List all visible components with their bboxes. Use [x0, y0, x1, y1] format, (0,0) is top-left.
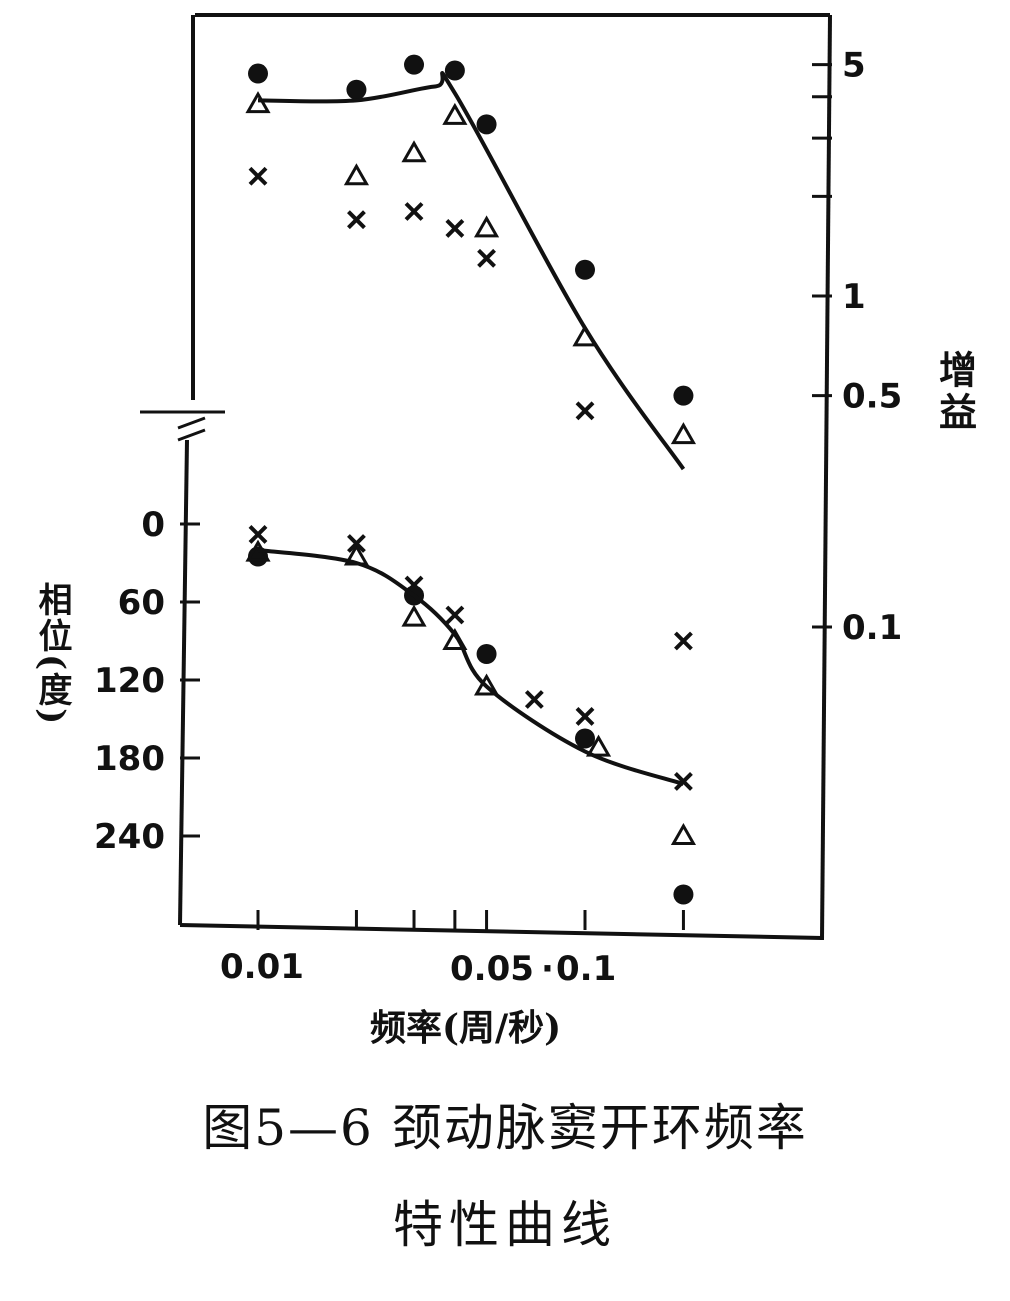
data-point-dot: [575, 728, 595, 749]
data-point-triangle: [670, 422, 697, 445]
data-point-dot: [404, 54, 425, 75]
data-point-triangle: [585, 734, 612, 757]
x-tick-label-0.1: 0.1: [556, 949, 616, 989]
figure-caption-subtitle: 特性曲线: [393, 1196, 617, 1254]
phase-axis-title: 相位(度): [32, 582, 72, 726]
data-point-cross: [404, 202, 424, 221]
gain-axis-ticks: 5 1 0.5 0.1: [812, 46, 902, 648]
data-point-dot: [248, 63, 268, 84]
gain-tick-label: 5: [842, 46, 866, 86]
x-tick-label-0.05: 0.05: [450, 949, 534, 989]
frame-right: [820, 14, 832, 941]
x-axis-title: 频率(周/秒): [370, 1007, 561, 1049]
phase-tick-label: 60: [118, 583, 165, 623]
data-point-triangle: [442, 102, 468, 125]
data-point-dot: [346, 79, 367, 100]
data-point-dot: [476, 114, 497, 135]
fitted-curve: [257, 548, 685, 786]
data-point-dot: [444, 60, 465, 81]
data-point-cross: [477, 248, 496, 268]
frame-left-lower: [178, 439, 189, 926]
phase-tick-label: 120: [94, 661, 165, 701]
data-point-cross: [347, 534, 366, 553]
data-point-cross: [674, 631, 693, 651]
data-point-cross: [674, 771, 693, 791]
data-point-cross: [524, 690, 544, 709]
data-point-cross: [248, 524, 268, 544]
data-point-dot: [575, 259, 595, 280]
data-point-dot: [673, 884, 694, 905]
frame-bottom: [179, 923, 823, 940]
axis-break-mark: [140, 410, 225, 442]
data-point-cross: [445, 219, 465, 238]
data-point-dot: [673, 385, 694, 406]
data-point-triangle: [245, 91, 271, 114]
data-point-cross: [575, 401, 595, 421]
gain-tick-label: 0.5: [842, 377, 902, 417]
data-point-triangle: [670, 822, 697, 845]
gain-tick-label: 0.1: [842, 608, 902, 648]
data-point-cross: [445, 605, 465, 625]
phase-tick-label: 240: [94, 817, 165, 857]
x-tick-label-0.01: 0.01: [220, 947, 304, 987]
data-point-triangle: [401, 140, 427, 163]
gain-panel: [245, 54, 697, 471]
figure-caption-title: 图5—6 颈动脉窦开环频率: [202, 1099, 808, 1157]
gain-axis-title: 增益: [933, 350, 978, 434]
data-point-cross: [248, 166, 268, 186]
data-point-cross: [575, 706, 595, 726]
data-point-cross: [347, 210, 366, 230]
phase-panel: [245, 524, 697, 905]
fitted-curve: [257, 71, 686, 471]
x-tick-label-sep: ·: [541, 949, 554, 989]
phase-tick-label: 180: [94, 739, 165, 779]
phase-tick-label: 0: [141, 505, 165, 545]
phase-axis-ticks: 0 60 120 180 240: [94, 505, 200, 857]
data-point-triangle: [343, 163, 370, 186]
gain-tick-label: 1: [842, 277, 866, 317]
x-axis-ticks: [256, 910, 685, 930]
data-point-triangle: [473, 673, 500, 696]
data-point-triangle: [473, 215, 500, 238]
data-point-dot: [476, 644, 497, 664]
data-point-triangle: [401, 604, 427, 627]
